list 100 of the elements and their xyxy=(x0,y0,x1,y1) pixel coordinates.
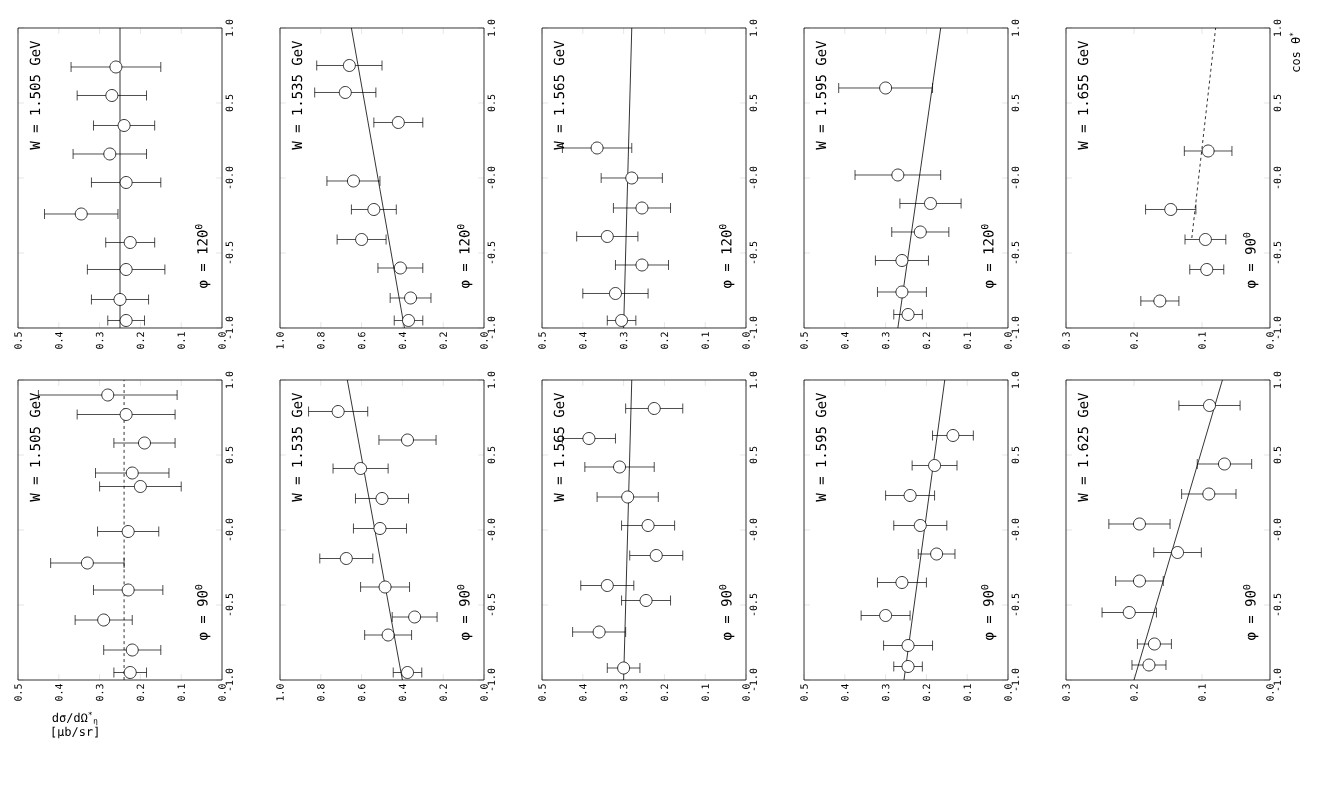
point xyxy=(895,285,909,299)
annotation: φ = 120$^{0}$ xyxy=(194,224,211,288)
x-tick-label: 0.0 xyxy=(1266,332,1274,349)
point xyxy=(373,522,387,535)
annotation: φ = 90$^{0}$ xyxy=(980,584,997,640)
x-tick-label: 0.1 xyxy=(963,684,971,701)
y-tick-label: -0.5 xyxy=(749,593,758,616)
y-tick-label: -0.5 xyxy=(1273,593,1282,616)
point xyxy=(119,314,133,327)
point xyxy=(1199,233,1212,246)
x-tick-label: 0.1 xyxy=(701,684,709,701)
x-tick-label: 0.6 xyxy=(357,332,366,349)
y-tick-label: -0.0 xyxy=(487,166,496,189)
point xyxy=(639,594,653,607)
x-tick-label: 0.3 xyxy=(95,332,104,349)
x-tick-label: 0.1 xyxy=(1198,332,1206,349)
y-tick-label: 1.0 xyxy=(749,19,758,36)
point xyxy=(901,639,915,652)
y-axis-title: cos θ$^{*}$ xyxy=(1289,32,1300,72)
y-tick-label: -1.0 xyxy=(1273,316,1282,339)
point xyxy=(1142,658,1156,672)
annotation: W = 1.595 GeV xyxy=(815,40,827,150)
y-tick-label: 1.0 xyxy=(749,371,758,388)
y-tick-label: -1.0 xyxy=(487,316,496,339)
y-tick-label: 0.5 xyxy=(749,94,758,112)
y-tick-label: 1.0 xyxy=(225,371,234,388)
x-tick-label: 0.3 xyxy=(1062,684,1070,701)
point xyxy=(1218,457,1231,471)
point xyxy=(347,174,360,188)
point xyxy=(393,261,407,275)
x-tick-label: 0.2 xyxy=(660,332,669,349)
point xyxy=(621,490,635,504)
point xyxy=(930,547,944,561)
x-tick-label: 0.4 xyxy=(841,683,849,701)
y-tick-label: 0.5 xyxy=(1011,446,1020,464)
point xyxy=(101,388,115,402)
point xyxy=(625,171,639,185)
point xyxy=(1164,203,1178,216)
point xyxy=(401,666,414,679)
x-tick-label: 0.1 xyxy=(963,332,971,349)
point xyxy=(879,609,893,622)
x-tick-label: 0.3 xyxy=(619,332,628,349)
x-tick-label: 0.2 xyxy=(922,684,931,701)
x-tick-label: 0.3 xyxy=(1062,332,1070,349)
point xyxy=(895,576,909,589)
annotation: W = 1.565 GeV xyxy=(553,40,565,150)
point xyxy=(928,459,941,472)
y-tick-label: -1.0 xyxy=(225,316,234,339)
point xyxy=(367,203,381,216)
point xyxy=(879,81,893,95)
point xyxy=(901,660,915,673)
point xyxy=(103,147,117,161)
y-tick-label: 1.0 xyxy=(1273,371,1282,388)
x-tick-label: 0.1 xyxy=(1198,684,1206,701)
x-tick-label: 0.0 xyxy=(480,332,488,349)
x-tick-label: 0.2 xyxy=(660,684,669,701)
x-tick-label: 0.2 xyxy=(136,684,145,701)
y-tick-label: 1.0 xyxy=(1273,19,1282,36)
x-tick-label: 0.4 xyxy=(55,331,63,349)
point xyxy=(123,236,137,249)
point xyxy=(649,549,663,562)
y-tick-label: -0.0 xyxy=(1273,166,1282,189)
point xyxy=(375,492,389,505)
annotation: W = 1.625 GeV xyxy=(1077,392,1089,502)
y-tick-label: 0.5 xyxy=(1011,94,1020,112)
y-tick-label: -0.0 xyxy=(1273,518,1282,541)
x-tick-label: 0.6 xyxy=(357,684,366,701)
point xyxy=(378,580,392,594)
point xyxy=(74,207,88,221)
point xyxy=(119,176,133,189)
y-tick-label: -1.0 xyxy=(1273,668,1282,691)
point xyxy=(913,225,927,239)
point xyxy=(617,661,631,675)
point xyxy=(97,613,111,627)
point xyxy=(615,314,628,327)
point xyxy=(635,258,649,272)
point xyxy=(609,287,622,300)
x-tick-label: 1.0 xyxy=(276,684,284,701)
y-tick-label: 1.0 xyxy=(1011,19,1020,36)
point xyxy=(600,579,614,592)
y-tick-label: 0.5 xyxy=(1273,446,1282,464)
x-tick-label: 0.5 xyxy=(800,684,808,701)
point xyxy=(408,610,422,624)
point xyxy=(331,405,345,418)
point xyxy=(635,201,649,215)
y-tick-label: 0.5 xyxy=(225,446,234,464)
x-tick-label: 0.4 xyxy=(398,683,407,701)
annotation: φ = 90$^{0}$ xyxy=(1242,232,1259,288)
point xyxy=(903,489,917,502)
point xyxy=(946,429,960,442)
x-tick-label: 0.5 xyxy=(14,684,22,701)
annotation: φ = 90$^{0}$ xyxy=(456,584,473,640)
point xyxy=(125,643,139,657)
y-tick-label: -0.0 xyxy=(749,166,758,189)
point xyxy=(138,436,151,450)
annotation: W = 1.655 GeV xyxy=(1077,40,1089,150)
point xyxy=(381,628,395,642)
x-tick-label: 0.4 xyxy=(579,331,587,349)
x-tick-label: 0.2 xyxy=(439,684,447,701)
point xyxy=(354,462,367,475)
